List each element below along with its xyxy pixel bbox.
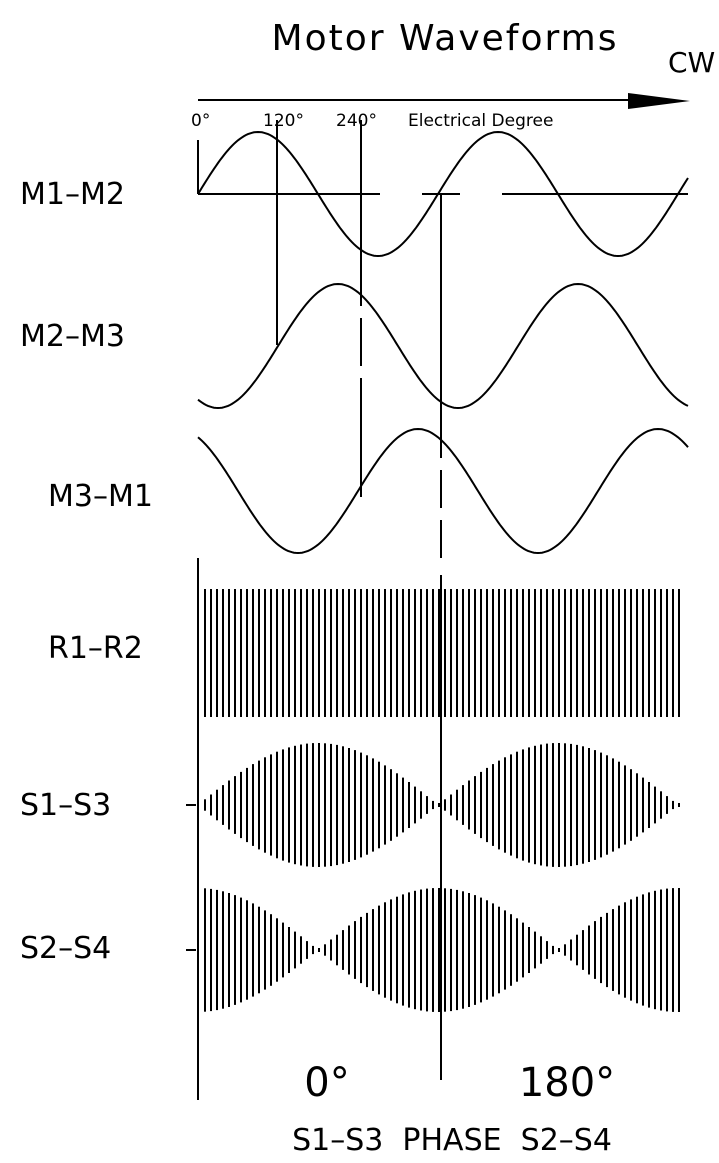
direction-label: CW <box>668 46 715 79</box>
envelope-s1s3 <box>204 743 680 867</box>
waveform-m2m3 <box>197 282 689 410</box>
channel-label-r1r2: R1–R2 <box>48 631 143 666</box>
channel-label-s1s3: S1–S3 <box>20 788 111 823</box>
axis-tick-240: 240° <box>336 111 377 131</box>
carrier-r1r2 <box>204 589 680 717</box>
reference-lines <box>197 120 442 1100</box>
phase-label-left: 0° <box>304 1060 349 1106</box>
channel-label-s2s4: S2–S4 <box>20 931 111 966</box>
phase-label-right: 180° <box>519 1060 615 1106</box>
axis-tick-120: 120° <box>263 111 304 131</box>
axis-tick-0: 0° <box>191 111 210 131</box>
electrical-degree-axis <box>198 93 690 109</box>
envelope-s2s4 <box>204 888 680 1012</box>
channel-label-m3m1: M3–M1 <box>48 479 153 514</box>
channel-label-m2m3: M2–M3 <box>20 319 125 354</box>
phase-caption: S1–S3 PHASE S2–S4 <box>292 1123 612 1158</box>
axis-arrowhead-icon <box>628 93 690 109</box>
waveform-m3m1 <box>197 427 689 555</box>
diagram-title: Motor Waveforms <box>272 18 619 59</box>
waveform-m1m2 <box>197 130 689 258</box>
channel-label-m1m2: M1–M2 <box>20 177 125 212</box>
axis-label: Electrical Degree <box>408 111 553 131</box>
